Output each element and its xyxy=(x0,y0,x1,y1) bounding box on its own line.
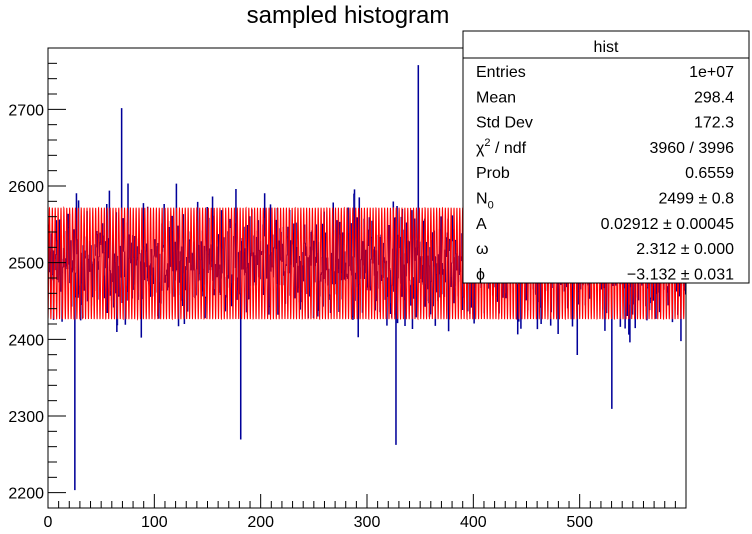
stats-box-frame xyxy=(462,30,750,284)
stats-row-label: A xyxy=(476,216,487,233)
y-tick-label: 2300 xyxy=(8,409,44,426)
y-tick-label: 2200 xyxy=(8,486,44,503)
stats-rows: Entries 1e+07 Mean 298.4 Std Dev 172.3 χ2 / nd… xyxy=(476,64,734,283)
fit-curve xyxy=(47,206,687,321)
stats-row-value: 172.3 xyxy=(694,115,734,132)
chart-title: sampled histogram xyxy=(247,2,450,29)
stats-row-value: 1e+07 xyxy=(689,64,734,81)
stats-row: N0 2499 ± 0.8 xyxy=(476,191,734,212)
stats-row: Prob 0.6559 xyxy=(476,165,734,182)
stats-row: Mean 298.4 xyxy=(476,89,734,106)
stats-row-label: N0 xyxy=(476,191,494,212)
x-tick-label: 0 xyxy=(44,514,53,531)
stats-row-value: 2.312 ± 0.000 xyxy=(636,241,734,258)
stats-row-label: ϕ xyxy=(476,266,485,283)
stats-row-value: −3.132 ± 0.031 xyxy=(627,266,734,283)
x-tick-label: 300 xyxy=(354,514,381,531)
stats-row-label: Entries xyxy=(476,64,526,81)
y-tick-label: 2700 xyxy=(8,102,44,119)
x-tick-label: 500 xyxy=(566,514,593,531)
stats-row-value: 3960 / 3996 xyxy=(649,140,734,157)
x-tick-label: 200 xyxy=(247,514,274,531)
stats-box: hist Entries 1e+07 Mean 298.4 Std Dev 172.3 χ2… xyxy=(462,30,750,284)
stats-row-value: 0.02912 ± 0.00045 xyxy=(601,216,734,233)
y-tick-label: 2400 xyxy=(8,332,44,349)
x-tick-label: 400 xyxy=(460,514,487,531)
stats-row: ω 2.312 ± 0.000 xyxy=(476,241,734,258)
stats-box-title: hist xyxy=(594,39,619,56)
stats-row-value: 298.4 xyxy=(694,89,734,106)
stats-row-label: Std Dev xyxy=(476,115,533,132)
stats-row-value: 0.6559 xyxy=(685,165,734,182)
stats-row-label: Mean xyxy=(476,89,516,106)
stats-row: χ2 / ndf 3960 / 3996 xyxy=(476,137,734,157)
stats-row: A 0.02912 ± 0.00045 xyxy=(476,216,734,233)
stats-row-value: 2499 ± 0.8 xyxy=(658,191,734,208)
y-tick-label: 2600 xyxy=(8,179,44,196)
stats-row: Std Dev 172.3 xyxy=(476,115,734,132)
stats-row-label: Prob xyxy=(476,165,510,182)
stats-row: ϕ −3.132 ± 0.031 xyxy=(476,266,734,283)
stats-row-label: χ2 / ndf xyxy=(476,137,527,157)
y-tick-label: 2500 xyxy=(8,256,44,273)
stats-row: Entries 1e+07 xyxy=(476,64,734,81)
stats-row-label: ω xyxy=(476,241,489,258)
x-tick-label: 100 xyxy=(141,514,168,531)
